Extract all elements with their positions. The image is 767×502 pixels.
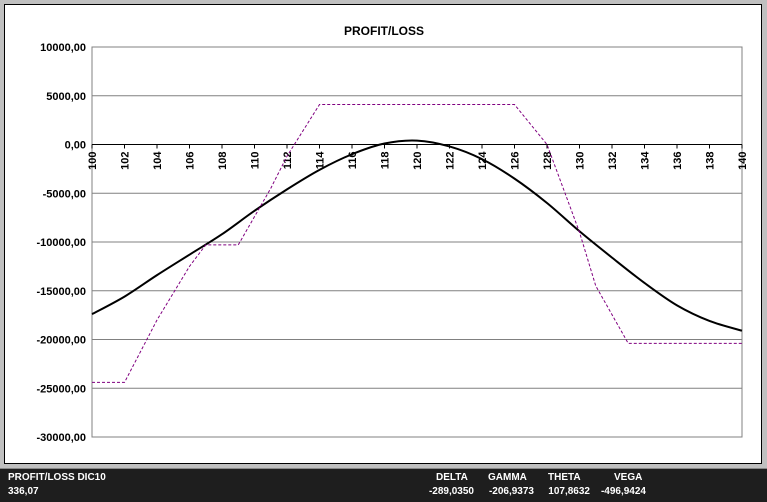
x-tick-label: 134	[640, 151, 652, 170]
x-tick-label: 122	[445, 152, 457, 170]
status-bar: PROFIT/LOSS DIC10 336,07 DELTA -289,0350…	[0, 468, 767, 502]
y-tick-label: -5000,00	[43, 188, 86, 200]
y-tick-label: 5000,00	[46, 91, 86, 103]
status-title: PROFIT/LOSS DIC10	[8, 472, 106, 483]
y-tick-label: 0,00	[65, 140, 86, 152]
delta-label: DELTA	[436, 472, 468, 483]
x-tick-label: 128	[542, 152, 554, 170]
chart-title: PROFIT/LOSS	[344, 24, 424, 38]
x-tick-label: 102	[120, 152, 132, 170]
y-tick-label: -25000,00	[36, 383, 86, 395]
delta-value: -289,0350	[428, 486, 474, 497]
x-tick-label: 138	[705, 152, 717, 170]
gamma-value: -206,9373	[488, 486, 534, 497]
x-tick-label: 106	[185, 152, 197, 170]
theta-value: 107,8632	[548, 486, 590, 497]
x-tick-label: 136	[672, 152, 684, 170]
pnl-curve-today	[91, 139, 743, 332]
y-tick-label: -30000,00	[36, 432, 86, 444]
vega-value: -496,9424	[600, 486, 646, 497]
status-pnl-value: 336,07	[8, 486, 39, 497]
x-tick-label: 114	[315, 151, 327, 170]
pnl-curve-expiry	[92, 104, 742, 383]
profit-loss-chart: PROFIT/LOSS 10000,00 5000,00 0,00 -5000,00 -…	[36, 24, 749, 444]
y-tick-label: -10000,00	[36, 237, 86, 249]
x-tick-label: 112	[282, 152, 294, 170]
gamma-label: GAMMA	[488, 472, 527, 483]
x-tick-label: 110	[250, 152, 262, 170]
y-tick-label: 10000,00	[40, 42, 86, 54]
x-tick-label: 108	[217, 152, 229, 170]
x-tick-label: 140	[737, 152, 749, 170]
x-tick-label: 100	[87, 152, 99, 170]
x-tick-label: 126	[510, 152, 522, 170]
y-tick-label: -20000,00	[36, 335, 86, 347]
theta-label: THETA	[548, 472, 581, 483]
chart-frame: PROFIT/LOSS 10000,00 5000,00 0,00 -5000,00 -…	[4, 4, 762, 464]
x-tick-label: 130	[575, 152, 587, 170]
x-tick-label: 104	[152, 151, 164, 170]
x-tick-label: 118	[380, 152, 392, 170]
x-tick-label: 132	[607, 152, 619, 170]
x-tick-label: 120	[412, 152, 424, 170]
vega-label: VEGA	[614, 472, 643, 483]
y-tick-label: -15000,00	[36, 286, 86, 298]
